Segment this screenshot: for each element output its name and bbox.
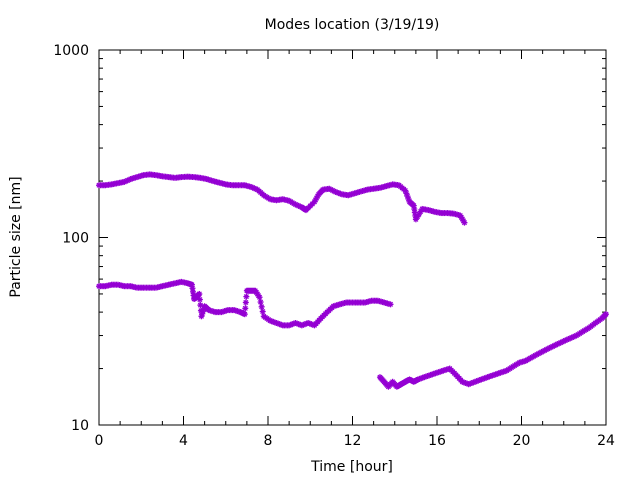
x-tick-label: 12 <box>344 433 362 449</box>
data-point <box>196 296 203 303</box>
y-tick-label: 100 <box>62 231 89 247</box>
data-point <box>259 308 266 315</box>
data-point <box>242 299 249 306</box>
data-point <box>257 299 264 306</box>
data-point <box>256 294 263 301</box>
x-tick-label: 8 <box>264 433 273 449</box>
data-point <box>461 219 468 226</box>
chart-title: Modes location (3/19/19) <box>265 17 440 33</box>
plot-area-frame <box>98 49 607 426</box>
axis-ticks <box>98 49 607 426</box>
axis-tick-labels: 0 4 8 12 16 20 24 10 100 1000 <box>53 43 615 449</box>
x-tick-label: 24 <box>597 433 615 449</box>
y-tick-label: 1000 <box>53 43 89 59</box>
y-tick-label: 10 <box>71 418 89 434</box>
data-point <box>243 293 250 300</box>
data-point <box>241 311 248 318</box>
data-point <box>242 305 249 312</box>
x-tick-label: 16 <box>428 433 446 449</box>
data-point <box>603 311 609 318</box>
data-point <box>258 303 265 310</box>
data-point <box>196 290 203 297</box>
x-tick-label: 20 <box>513 433 531 449</box>
data-points <box>96 171 609 390</box>
x-axis-label: Time [hour] <box>310 459 393 475</box>
y-axis-label: Particle size [nm] <box>8 176 24 297</box>
x-tick-label: 4 <box>179 433 188 449</box>
x-tick-label: 0 <box>95 433 104 449</box>
data-point <box>387 301 394 308</box>
